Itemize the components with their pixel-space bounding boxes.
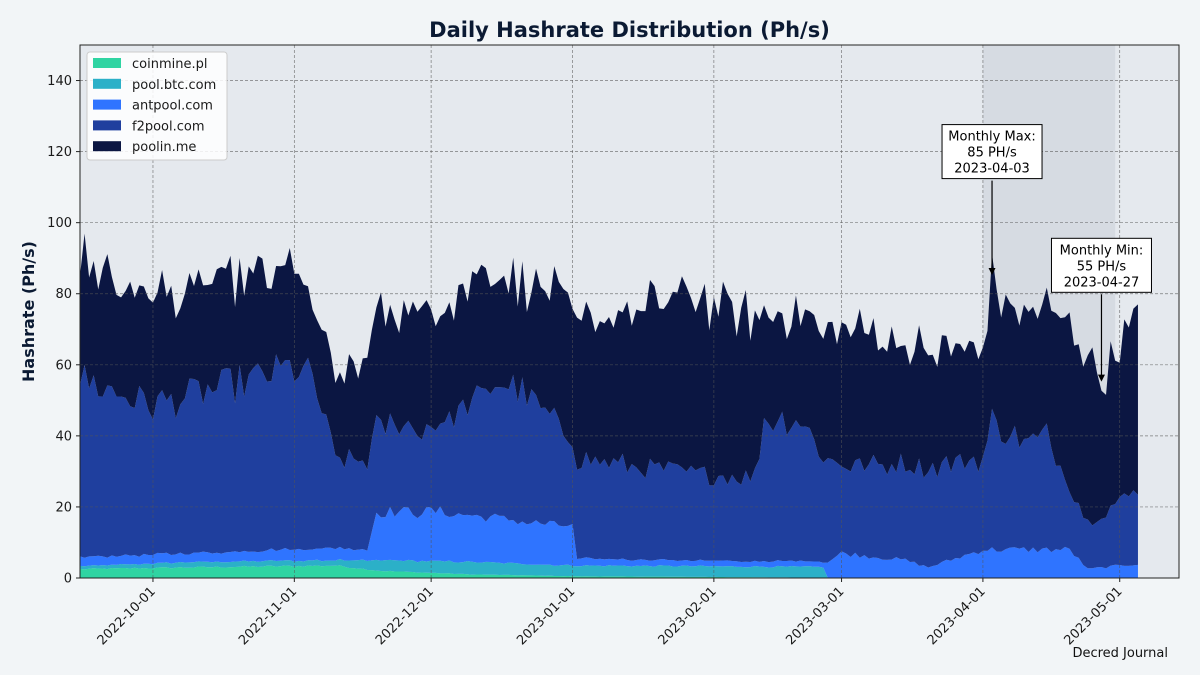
plot-frame (79, 44, 1180, 579)
annotation-text: 85 PH/s (967, 146, 1017, 161)
y-tick-label: 100 (47, 216, 72, 231)
area-f2pool-com (80, 354, 1138, 569)
legend-label: f2pool.com (132, 119, 205, 134)
x-tick-label: 2022-11-01 (236, 584, 300, 648)
x-tick-label: 2022-10-01 (95, 584, 159, 648)
area-poolin-me (80, 233, 1138, 526)
annotation-text: 2023-04-03 (954, 162, 1030, 177)
legend-swatch (93, 99, 121, 110)
annotation-text: 2023-04-27 (1064, 275, 1140, 290)
y-tick-label: 120 (47, 145, 72, 160)
x-axis: 2022-10-01 2022-11-01 2022-12-01 2023-01-01… (95, 578, 1126, 648)
annotation-text: 55 PH/s (1077, 259, 1127, 274)
annotation-arrow-head (1097, 374, 1105, 382)
annotation-box (941, 124, 1043, 180)
credit-label: Decred Journal (1072, 646, 1168, 661)
y-tick-label: 80 (55, 287, 72, 302)
legend-box (86, 51, 228, 161)
legend-label: coinmine.pl (132, 57, 207, 72)
x-tick-label: 2023-01-01 (514, 584, 578, 648)
legend-swatch (93, 78, 121, 89)
legend: coinmine.pl pool.btc.com antpool.com f2pool… (86, 51, 228, 161)
y-axis-label: Hashrate (Ph/s) (19, 241, 38, 382)
y-axis: 0 20 40 60 80 100 120 140 (47, 74, 80, 587)
x-tick-label: 2023-02-01 (656, 584, 720, 648)
x-tick-label: 2023-03-01 (783, 584, 847, 648)
stacked-areas (80, 233, 1138, 578)
annotation-text: Monthly Max: (948, 130, 1035, 145)
legend-label: pool.btc.com (132, 78, 216, 93)
area-antpool-com (80, 506, 1138, 578)
area-pool-btc-com (80, 559, 1138, 578)
annotation-box (1050, 237, 1152, 293)
y-tick-label: 0 (64, 572, 72, 587)
chart-title: Daily Hashrate Distribution (Ph/s) (429, 18, 830, 42)
x-tick-label: 2022-12-01 (373, 584, 437, 648)
y-tick-label: 40 (55, 429, 72, 444)
y-tick-label: 20 (55, 500, 72, 515)
legend-swatch (93, 120, 121, 131)
area-coinmine-pl (80, 565, 1138, 578)
annotation-text: Monthly Min: (1060, 243, 1144, 258)
x-tick-label: 2023-05-01 (1062, 584, 1126, 648)
legend-label: antpool.com (132, 99, 213, 114)
legend-swatch (93, 141, 121, 152)
legend-swatch (93, 58, 121, 68)
x-tick-label: 2023-04-01 (925, 584, 989, 648)
y-tick-label: 60 (55, 358, 72, 373)
annotation-arrow-head (988, 267, 996, 275)
legend-label: poolin.me (132, 140, 196, 155)
y-tick-label: 140 (47, 74, 72, 89)
